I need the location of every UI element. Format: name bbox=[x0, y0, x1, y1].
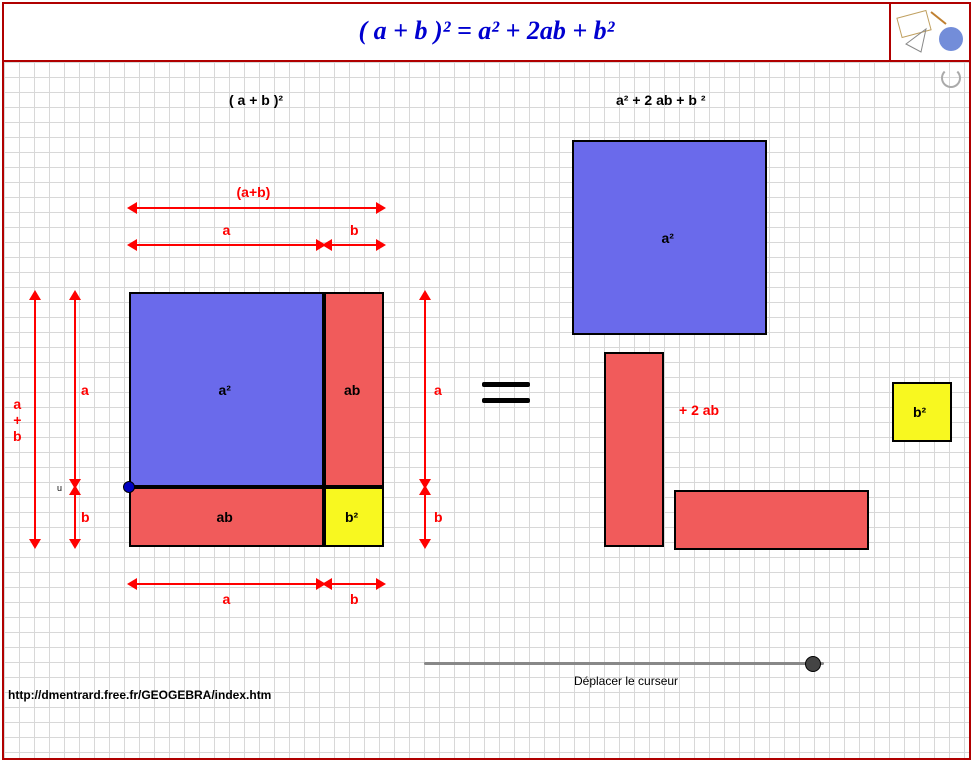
label-ab-bottom: ab bbox=[217, 509, 233, 525]
drag-point[interactable] bbox=[123, 481, 135, 493]
arrow-left-a bbox=[74, 292, 76, 487]
left-title: ( a + b )² bbox=[229, 92, 283, 108]
arrow-left-b bbox=[74, 487, 76, 547]
label-right-a: a bbox=[434, 382, 442, 398]
slider-track[interactable] bbox=[424, 662, 824, 665]
arrow-top-b bbox=[324, 244, 384, 246]
slider-caption: Déplacer le curseur bbox=[574, 674, 678, 688]
arrow-top-aplusb bbox=[129, 207, 384, 209]
label-top-a: a bbox=[223, 222, 231, 238]
label-b2-left: b² bbox=[345, 509, 358, 525]
equals-bar-2 bbox=[482, 398, 530, 403]
refresh-icon[interactable] bbox=[941, 68, 961, 88]
arrow-bottom-b bbox=[324, 583, 384, 585]
label-bottom-b: b bbox=[350, 591, 359, 607]
label-u: u bbox=[57, 483, 62, 493]
logo-box bbox=[889, 4, 969, 60]
label-plus-2ab: + 2 ab bbox=[679, 402, 719, 418]
label-left-a: a bbox=[81, 382, 89, 398]
source-url: http://dmentrard.free.fr/GEOGEBRA/index.… bbox=[8, 688, 271, 702]
label-bottom-a: a bbox=[223, 591, 231, 607]
label-top-aplusb: (a+b) bbox=[237, 184, 271, 200]
arrow-right-b bbox=[424, 487, 426, 547]
label-right-b: b bbox=[434, 509, 443, 525]
arrow-bottom-a bbox=[129, 583, 324, 585]
label-a2-left: a² bbox=[219, 382, 231, 398]
arrow-top-a bbox=[129, 244, 324, 246]
slider-thumb[interactable] bbox=[805, 656, 821, 672]
arrow-left-aplusb bbox=[34, 292, 36, 547]
formula-title: ( a + b )² = a² + 2ab + b² bbox=[4, 16, 969, 46]
label-top-b: b bbox=[350, 222, 359, 238]
label-left-aplusb: a + b bbox=[13, 396, 22, 444]
equals-bar-1 bbox=[482, 382, 530, 387]
canvas[interactable]: ( a + b )² a² + 2 ab + b ² a² ab ab b² (… bbox=[4, 62, 969, 758]
label-left-b: b bbox=[81, 509, 90, 525]
frame: ( a + b )² = a² + 2ab + b² ( a + b )² a²… bbox=[2, 2, 971, 760]
right-title: a² + 2 ab + b ² bbox=[616, 92, 705, 108]
header: ( a + b )² = a² + 2ab + b² bbox=[4, 4, 969, 62]
label-right-a2: a² bbox=[662, 230, 674, 246]
geometry-tools-icon bbox=[891, 4, 969, 60]
label-ab-right: ab bbox=[344, 382, 360, 398]
label-right-b2: b² bbox=[913, 404, 926, 420]
right-ab-1 bbox=[604, 352, 664, 547]
right-ab-2 bbox=[674, 490, 869, 550]
arrow-right-a bbox=[424, 292, 426, 487]
